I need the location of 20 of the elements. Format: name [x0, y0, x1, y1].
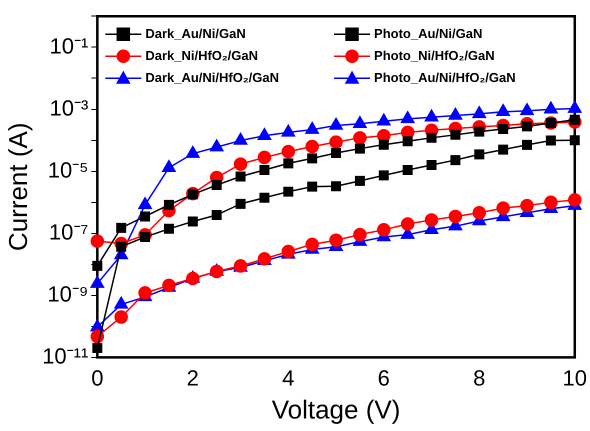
legend-label: Photo_Ni/HfO₂/GaN	[374, 48, 495, 63]
y-tick-label: 10⁻⁵	[48, 157, 88, 182]
legend-label: Dark_Au/Ni/GaN	[145, 26, 246, 41]
x-tick-label: 10	[562, 366, 588, 391]
y-tick-label: 10⁻⁷	[48, 219, 88, 244]
x-tick-label: 8	[473, 366, 486, 391]
y-tick-label: 10⁻¹¹	[42, 343, 88, 368]
y-tick-label: 10⁻³	[50, 95, 88, 120]
legend-label: Dark_Ni/HfO₂/GaN	[145, 48, 258, 63]
legend-label: Dark_Au/Ni/HfO₂/GaN	[145, 70, 279, 85]
x-tick-label: 6	[378, 366, 390, 391]
legend-label: Photo_Au/Ni/GaN	[374, 26, 482, 41]
x-tick-label: 2	[186, 366, 199, 391]
y-tick-label: 10⁻⁹	[47, 281, 88, 306]
y-axis-title: Current (A)	[2, 122, 33, 252]
x-tick-label: 4	[282, 366, 294, 391]
x-tick-label: 0	[91, 366, 104, 391]
y-tick-label: 10⁻¹	[50, 33, 88, 58]
x-axis-title: Voltage (V)	[272, 394, 400, 425]
legend-label: Photo_Au/Ni/HfO₂/GaN	[374, 70, 516, 85]
